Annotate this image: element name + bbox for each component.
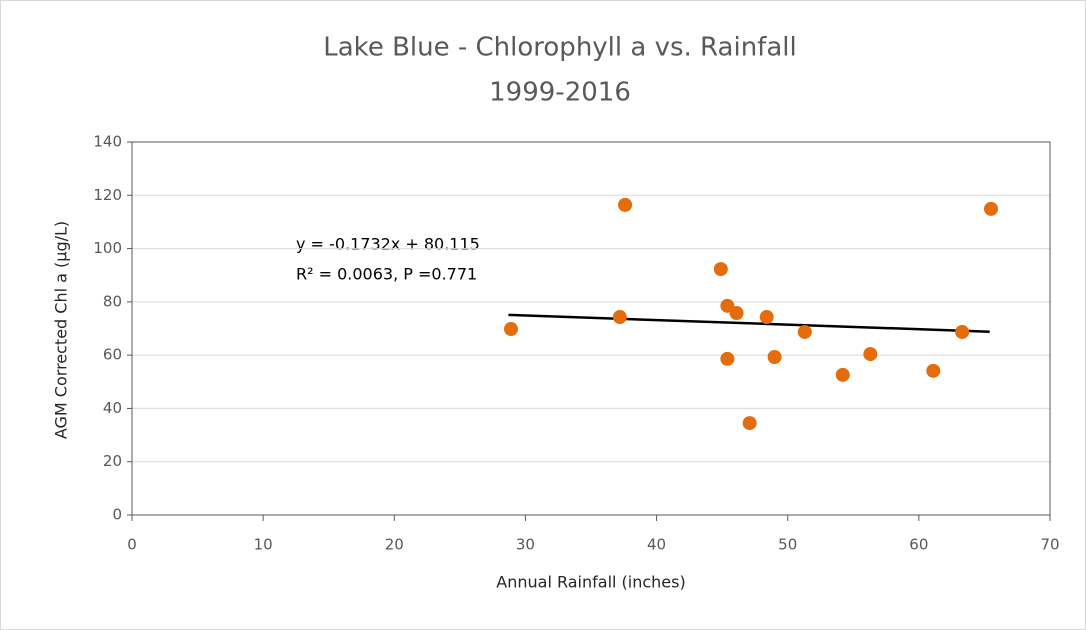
data-point (835, 367, 850, 382)
stats-label: R² = 0.0063, P =0.771 (296, 265, 477, 284)
data-point (720, 351, 735, 366)
data-point (955, 324, 970, 339)
x-axis-title: Annual Rainfall (inches) (496, 573, 685, 592)
y-tick-label: 40 (103, 399, 122, 417)
data-point (742, 416, 757, 431)
chart-subtitle: 1999-2016 (489, 78, 631, 108)
equation-label: y = -0.1732x + 80.115 (296, 235, 480, 254)
y-tick-label: 0 (112, 506, 122, 524)
data-point (926, 363, 941, 378)
x-tick-label: 0 (127, 536, 137, 554)
data-point (983, 201, 998, 216)
y-axis-title: AGM Corrected Chl a (µg/L) (52, 221, 71, 439)
x-tick-label: 40 (647, 536, 666, 554)
y-tick-label: 60 (103, 346, 122, 364)
data-point (713, 262, 728, 277)
data-point (767, 350, 782, 365)
x-tick-label: 60 (909, 536, 928, 554)
plot-frame (131, 141, 1051, 516)
trendline (508, 313, 990, 333)
data-point (797, 324, 812, 339)
y-tick-label: 140 (93, 133, 122, 151)
x-tick-label: 10 (254, 536, 273, 554)
y-tick-label: 80 (103, 292, 122, 310)
data-point (759, 310, 774, 325)
y-tick-label: 100 (93, 239, 122, 257)
x-tick-label: 20 (385, 536, 404, 554)
data-point (729, 306, 744, 321)
x-tick-label: 30 (516, 536, 535, 554)
data-point (863, 347, 878, 362)
data-point (618, 197, 633, 212)
chart-title: Lake Blue - Chlorophyll a vs. Rainfall (323, 33, 796, 63)
x-tick-label: 70 (1040, 536, 1059, 554)
data-point (504, 322, 519, 337)
y-tick-label: 120 (93, 186, 122, 204)
x-tick-label: 50 (778, 536, 797, 554)
y-tick-label: 20 (103, 452, 122, 470)
data-point (612, 310, 627, 325)
